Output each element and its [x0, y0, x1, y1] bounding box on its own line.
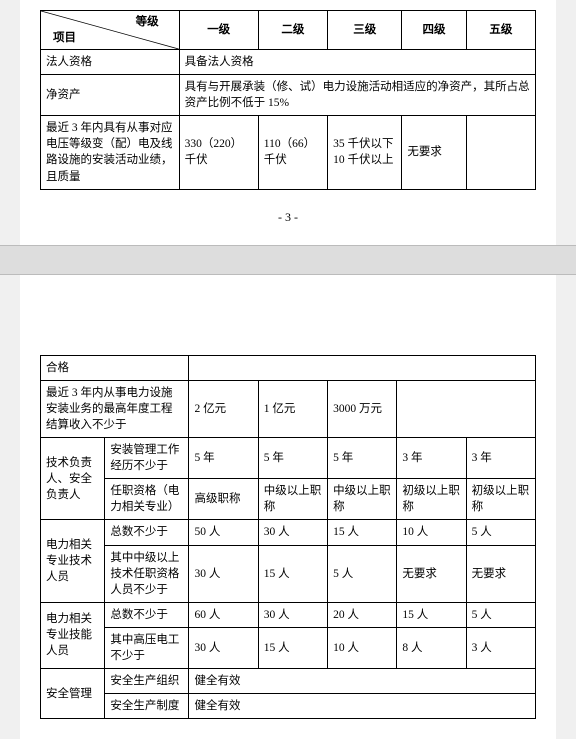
- row-ss-total-c3: 20 人: [328, 602, 397, 627]
- row-tl-exp-c5: 3 年: [466, 438, 535, 479]
- row-ts-mid-label: 其中中级以上技术任职资格人员不少于: [105, 545, 189, 602]
- row-net-assets-label: 净资产: [41, 75, 180, 116]
- row-tl-exp-c2: 5 年: [258, 438, 327, 479]
- row-income-c3: 3000 万元: [328, 380, 397, 437]
- group-skill-staff: 电力相关专业技能人员: [41, 602, 105, 668]
- row-tl-qual-c5: 初级以上职称: [466, 479, 535, 520]
- row-ts-mid-c5: 无要求: [466, 545, 535, 602]
- row-ts-mid-c3: 5 人: [328, 545, 397, 602]
- row-ts-mid-c2: 15 人: [258, 545, 327, 602]
- row-tl-qual-label: 任职资格（电力相关专业）: [105, 479, 189, 520]
- row-recent3-c4: 无要求: [402, 116, 466, 189]
- page-1: 等级 项目 一级 二级 三级 四级 五级 法人资格 具备法人资格 净资产 具有与…: [20, 0, 556, 245]
- header-level-5: 五级: [466, 11, 535, 50]
- row-income-c4: [397, 380, 466, 437]
- row-tl-qual-c4: 初级以上职称: [397, 479, 466, 520]
- row-ss-hv-c2: 15 人: [258, 627, 327, 668]
- row-tl-exp-c1: 5 年: [189, 438, 258, 479]
- row-ts-mid-c4: 无要求: [397, 545, 466, 602]
- row-tl-qual-c3: 中级以上职称: [328, 479, 397, 520]
- page-number-1: - 3 -: [40, 210, 536, 225]
- row-ts-total-label: 总数不少于: [105, 520, 189, 545]
- row-recent3-c1: 330（220）千伏: [179, 116, 258, 189]
- row-ss-hv-c5: 3 人: [466, 627, 535, 668]
- row-ts-total-c5: 5 人: [466, 520, 535, 545]
- header-level-2: 二级: [258, 11, 327, 50]
- group-safety: 安全管理: [41, 669, 105, 719]
- row-legal-person-value: 具备法人资格: [179, 50, 535, 75]
- row-safety-sys-value: 健全有效: [189, 694, 536, 719]
- row-net-assets-value: 具有与开展承装（修、试）电力设施活动相适应的净资产，其所占总资产比例不低于 15…: [179, 75, 535, 116]
- header-project-level: 等级 项目: [41, 11, 180, 50]
- row-qualified-blank: [189, 355, 536, 380]
- row-ts-total-c1: 50 人: [189, 520, 258, 545]
- row-ts-total-c2: 30 人: [258, 520, 327, 545]
- header-level-4: 四级: [402, 11, 466, 50]
- row-safety-org-value: 健全有效: [189, 669, 536, 694]
- row-ts-total-c4: 10 人: [397, 520, 466, 545]
- row-tl-qual-c2: 中级以上职称: [258, 479, 327, 520]
- header-level-3: 三级: [328, 11, 402, 50]
- row-ts-total-c3: 15 人: [328, 520, 397, 545]
- row-ss-total-c2: 30 人: [258, 602, 327, 627]
- header-level-1: 一级: [179, 11, 258, 50]
- row-recent3-c3: 35 千伏以下 10 千伏以上: [328, 116, 402, 189]
- table-page1: 等级 项目 一级 二级 三级 四级 五级 法人资格 具备法人资格 净资产 具有与…: [40, 10, 536, 190]
- row-ss-total-c5: 5 人: [466, 602, 535, 627]
- row-safety-sys-label: 安全生产制度: [105, 694, 189, 719]
- row-recent3-c2: 110（66）千伏: [258, 116, 327, 189]
- row-tl-exp-c3: 5 年: [328, 438, 397, 479]
- row-recent3-label: 最近 3 年内具有从事对应电压等级变（配）电及线路设施的安装活动业绩，且质量: [41, 116, 180, 189]
- row-income-c2: 1 亿元: [258, 380, 327, 437]
- row-legal-person-label: 法人资格: [41, 50, 180, 75]
- row-recent3-c5: [466, 116, 535, 189]
- row-safety-org-label: 安全生产组织: [105, 669, 189, 694]
- header-level-label: 等级: [136, 14, 159, 30]
- page-gap: [0, 245, 576, 275]
- page-2: 合格 最近 3 年内从事电力设施安装业务的最高年度工程结算收入不少于 2 亿元 …: [20, 275, 556, 739]
- group-tech-staff: 电力相关专业技术人员: [41, 520, 105, 602]
- row-ss-total-c1: 60 人: [189, 602, 258, 627]
- row-tl-qual-c1: 高级职称: [189, 479, 258, 520]
- row-ss-hv-c4: 8 人: [397, 627, 466, 668]
- row-tl-exp-label: 安装管理工作经历不少于: [105, 438, 189, 479]
- row-tl-exp-c4: 3 年: [397, 438, 466, 479]
- row-ss-hv-c1: 30 人: [189, 627, 258, 668]
- row-income-c1: 2 亿元: [189, 380, 258, 437]
- row-ss-hv-label: 其中高压电工不少于: [105, 627, 189, 668]
- header-project-label: 项目: [53, 30, 76, 46]
- row-income-c5: [466, 380, 535, 437]
- row-ss-total-c4: 15 人: [397, 602, 466, 627]
- group-tech-leader: 技术负责人、安全负责人: [41, 438, 105, 520]
- row-income-label: 最近 3 年内从事电力设施安装业务的最高年度工程结算收入不少于: [41, 380, 189, 437]
- table-page2: 合格 最近 3 年内从事电力设施安装业务的最高年度工程结算收入不少于 2 亿元 …: [40, 355, 536, 720]
- row-ss-hv-c3: 10 人: [328, 627, 397, 668]
- row-ss-total-label: 总数不少于: [105, 602, 189, 627]
- row-ts-mid-c1: 30 人: [189, 545, 258, 602]
- row-qualified-label: 合格: [41, 355, 189, 380]
